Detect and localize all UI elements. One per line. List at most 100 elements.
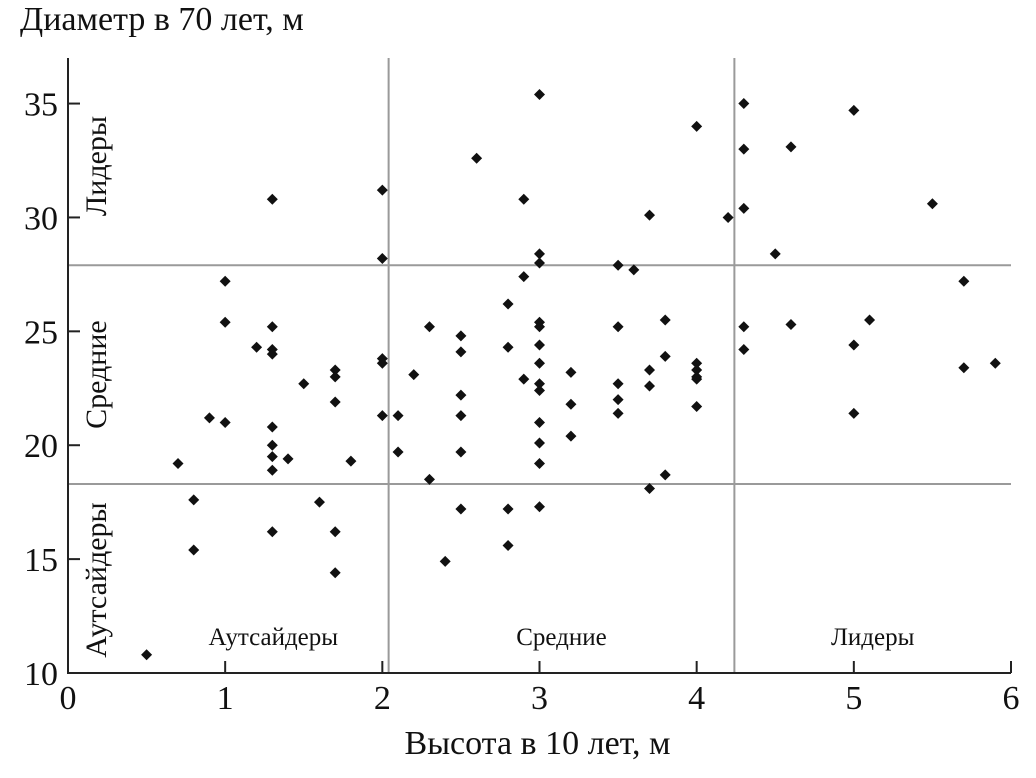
data-point bbox=[848, 104, 860, 116]
data-points bbox=[141, 88, 1001, 661]
data-point bbox=[219, 416, 231, 428]
data-point bbox=[691, 364, 703, 376]
data-point bbox=[534, 257, 545, 269]
data-point bbox=[266, 193, 278, 205]
y-zone-label: Аутсайдеры bbox=[80, 502, 113, 657]
axis-ticks: 0 1 2 3 4 5 6 10 15 20 25 30 35 bbox=[24, 87, 1020, 717]
data-point bbox=[644, 364, 656, 376]
data-point bbox=[423, 321, 435, 333]
data-point bbox=[188, 544, 200, 556]
data-point bbox=[534, 378, 545, 390]
data-point bbox=[439, 555, 451, 567]
zone-labels: Аутсайдеры Средние Лидеры Аутсайдеры Средние… bbox=[80, 116, 915, 658]
x-axis-title: Высота в 10 лет, м bbox=[405, 725, 671, 762]
data-point bbox=[266, 464, 278, 476]
data-point bbox=[219, 316, 231, 328]
data-point bbox=[864, 314, 876, 326]
data-point bbox=[534, 501, 545, 513]
data-point bbox=[628, 264, 640, 276]
data-point bbox=[345, 455, 357, 467]
y-tick-label: 35 bbox=[24, 87, 58, 124]
data-point bbox=[534, 88, 545, 100]
data-point bbox=[251, 341, 263, 353]
data-point bbox=[659, 469, 671, 481]
data-point bbox=[455, 503, 467, 515]
data-point bbox=[471, 152, 483, 164]
data-point bbox=[848, 407, 860, 419]
data-point bbox=[691, 120, 703, 132]
data-point bbox=[659, 314, 671, 326]
data-point bbox=[534, 416, 545, 428]
data-point bbox=[455, 446, 467, 458]
data-point bbox=[298, 378, 310, 390]
x-tick-label: 6 bbox=[1003, 680, 1020, 717]
data-point bbox=[455, 346, 467, 358]
data-point bbox=[502, 341, 514, 353]
x-tick-label: 3 bbox=[531, 680, 548, 717]
x-tick-label: 4 bbox=[688, 680, 705, 717]
y-tick-label: 10 bbox=[24, 656, 58, 693]
data-point bbox=[219, 275, 231, 287]
data-point bbox=[392, 410, 404, 422]
data-point bbox=[266, 526, 278, 538]
data-point bbox=[644, 209, 656, 221]
data-point bbox=[203, 412, 215, 424]
data-point bbox=[455, 330, 467, 342]
data-point bbox=[376, 357, 388, 369]
data-point bbox=[455, 389, 467, 401]
y-zone-label: Средние bbox=[80, 320, 113, 429]
data-point bbox=[502, 298, 514, 310]
data-point bbox=[329, 567, 341, 579]
x-zone-label: Средние bbox=[516, 624, 607, 651]
data-point bbox=[691, 357, 703, 369]
data-point bbox=[644, 483, 656, 494]
data-point bbox=[738, 321, 750, 333]
data-point bbox=[565, 398, 577, 410]
data-point bbox=[376, 184, 388, 196]
data-point bbox=[282, 453, 294, 465]
data-point bbox=[502, 539, 514, 551]
y-tick-label: 25 bbox=[24, 314, 58, 351]
y-zone-label: Лидеры bbox=[80, 116, 113, 216]
data-point bbox=[565, 366, 577, 378]
data-point bbox=[518, 193, 530, 205]
data-point bbox=[738, 344, 750, 356]
data-point bbox=[266, 348, 278, 360]
data-point bbox=[534, 339, 545, 351]
data-point bbox=[266, 451, 278, 463]
data-point bbox=[612, 259, 624, 271]
data-point bbox=[738, 202, 750, 214]
data-point bbox=[958, 275, 970, 287]
y-tick-label: 15 bbox=[24, 542, 58, 579]
data-point bbox=[329, 371, 341, 383]
data-point bbox=[502, 503, 514, 515]
x-tick-label: 1 bbox=[217, 680, 234, 717]
data-point bbox=[769, 248, 781, 260]
data-point bbox=[612, 378, 624, 390]
data-point bbox=[785, 141, 797, 153]
x-zone-label: Аутсайдеры bbox=[209, 624, 339, 651]
y-tick-label: 30 bbox=[24, 200, 58, 237]
data-point bbox=[691, 401, 703, 412]
data-point bbox=[266, 421, 278, 433]
data-point bbox=[738, 143, 750, 155]
data-point bbox=[612, 407, 624, 419]
data-point bbox=[376, 252, 388, 264]
data-point bbox=[738, 98, 750, 110]
data-point bbox=[313, 496, 325, 508]
data-point bbox=[266, 321, 278, 333]
data-point bbox=[722, 211, 734, 223]
x-tick-label: 5 bbox=[845, 680, 862, 717]
data-point bbox=[141, 649, 153, 661]
data-point bbox=[423, 473, 435, 485]
data-point bbox=[329, 364, 341, 376]
data-point bbox=[329, 526, 341, 538]
y-tick-label: 20 bbox=[24, 428, 58, 465]
data-point bbox=[534, 321, 545, 333]
data-point bbox=[848, 339, 860, 351]
data-point bbox=[534, 437, 545, 449]
data-point bbox=[785, 319, 797, 330]
data-point bbox=[376, 410, 388, 422]
data-point bbox=[455, 410, 467, 422]
